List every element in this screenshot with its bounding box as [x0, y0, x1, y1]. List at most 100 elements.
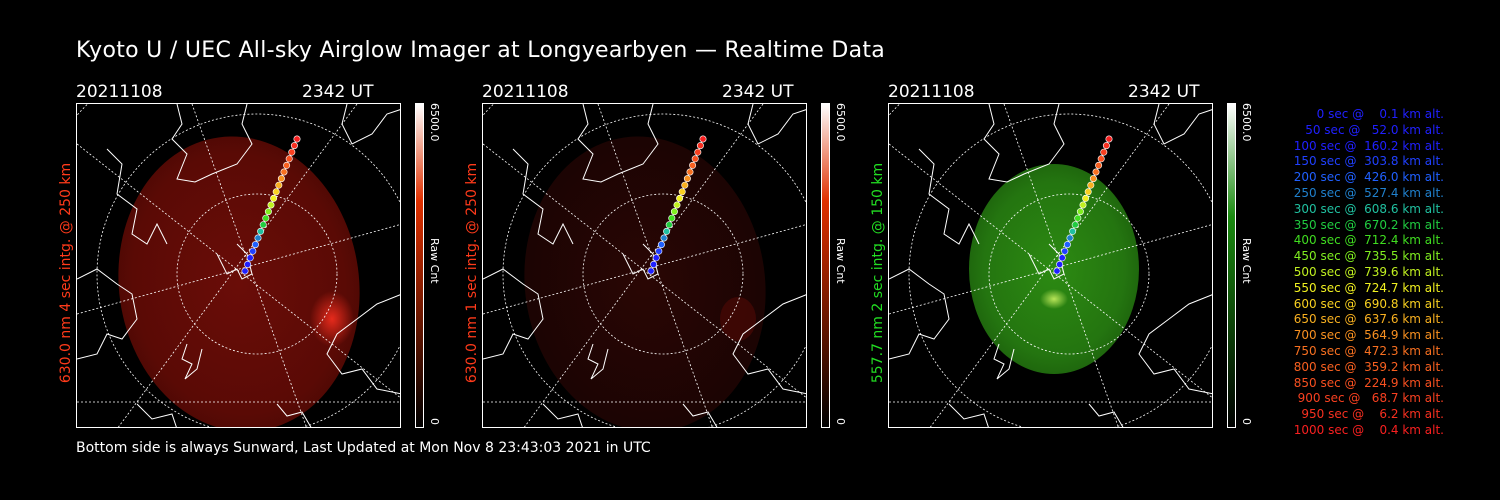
legend-row: 350 sec @ 670.2 km alt. — [1289, 217, 1444, 232]
trajectory-point — [1061, 247, 1069, 255]
legend-row: 950 sec @ 6.2 km alt. — [1297, 407, 1444, 422]
trajectory-point — [1089, 175, 1097, 183]
trajectory-point — [249, 247, 257, 255]
trajectory-point — [696, 142, 704, 150]
panel-3-image — [888, 103, 1213, 428]
legend-row: 600 sec @ 690.8 km alt. — [1289, 296, 1444, 311]
trajectory-point — [694, 148, 702, 156]
legend-row: 450 sec @ 735.5 km alt. — [1289, 249, 1444, 264]
panel-2-colorbar — [821, 103, 830, 428]
trajectory-point — [1063, 241, 1071, 249]
trajectory-point — [246, 254, 254, 262]
trajectory-point — [1066, 234, 1074, 242]
panel-3-colorbar — [1227, 103, 1236, 428]
panel-2-ylabel: 630.0 nm 1 sec intg. @ 250 km — [464, 162, 480, 384]
trajectory-point — [290, 142, 298, 150]
panel-3-cbar-unit: Raw Cnt — [1240, 238, 1253, 284]
panel-1-cbar-max: 6500.0 — [428, 103, 441, 142]
trajectory-point — [285, 155, 293, 163]
trajectory-point — [689, 161, 697, 169]
trajectory-point — [1076, 208, 1084, 216]
legend-row: 500 sec @ 739.6 km alt. — [1289, 264, 1444, 279]
panel-1-cbar-unit: Raw Cnt — [428, 238, 441, 284]
trajectory-point — [251, 241, 259, 249]
trajectory-point — [259, 221, 267, 229]
legend-row: 0 sec @ 0.1 km alt. — [1305, 107, 1444, 121]
panel-1-colorbar — [415, 103, 424, 428]
legend-row: 150 sec @ 303.8 km alt. — [1289, 154, 1444, 169]
trajectory-point — [270, 194, 278, 202]
trajectory-point — [1074, 214, 1082, 222]
panel-1-image — [76, 103, 401, 428]
trajectory-point — [264, 208, 272, 216]
legend-row: 400 sec @ 712.4 km alt. — [1289, 233, 1444, 248]
trajectory-point — [1053, 267, 1061, 275]
trajectory-point — [267, 201, 275, 209]
trajectory-point — [691, 155, 699, 163]
trajectory-point — [652, 254, 660, 262]
trajectory-point — [663, 227, 671, 235]
trajectory-point — [1069, 227, 1077, 235]
trajectory-point — [1058, 254, 1066, 262]
trajectory-point — [1082, 194, 1090, 202]
trajectory-point — [676, 194, 684, 202]
trajectory-point — [244, 260, 252, 268]
trajectory-point — [683, 175, 691, 183]
footer-note: Bottom side is always Sunward, Last Upda… — [76, 440, 651, 456]
trajectory-point — [1105, 135, 1113, 143]
panel-1-cbar-min: 0 — [428, 418, 441, 425]
trajectory-point — [1100, 148, 1108, 156]
panel-2-time: 2342 UT — [722, 82, 794, 102]
legend-row: 50 sec @ 52.0 km alt. — [1297, 122, 1444, 137]
legend-row: 100 sec @ 160.2 km alt. — [1289, 138, 1444, 153]
trajectory-point — [665, 221, 673, 229]
panel-2-cbar-max: 6500.0 — [834, 103, 847, 142]
panel-3-time: 2342 UT — [1128, 82, 1200, 102]
trajectory-point — [670, 208, 678, 216]
trajectory-point — [1102, 142, 1110, 150]
panel-1-date: 20211108 — [76, 82, 163, 102]
legend-row: 800 sec @ 359.2 km alt. — [1289, 359, 1444, 374]
trajectory-point — [647, 267, 655, 275]
trajectory-point — [681, 181, 689, 189]
panel-3-cbar-max: 6500.0 — [1240, 103, 1253, 142]
trajectory-point — [254, 234, 262, 242]
trajectory-legend: 0 sec @ 0.1 km alt. 50 sec @ 52.0 km alt… — [1262, 107, 1444, 439]
trajectory-point — [275, 181, 283, 189]
panel-3-cbar-min: 0 — [1240, 418, 1253, 425]
trajectory-point — [1092, 168, 1100, 176]
trajectory-point — [280, 168, 288, 176]
panel-3-ylabel: 557.7 nm 2 sec intg. @ 150 km — [870, 162, 886, 384]
panel-2-date: 20211108 — [482, 82, 569, 102]
panel-2-image — [482, 103, 807, 428]
panel-1-time: 2342 UT — [302, 82, 374, 102]
trajectory-point — [668, 214, 676, 222]
legend-row: 750 sec @ 472.3 km alt. — [1289, 343, 1444, 358]
legend-row: 250 sec @ 527.4 km alt. — [1289, 185, 1444, 200]
legend-row: 300 sec @ 608.6 km alt. — [1289, 201, 1444, 216]
trajectory-point — [1087, 181, 1095, 189]
trajectory-point — [262, 214, 270, 222]
trajectory-point — [1079, 201, 1087, 209]
legend-row: 200 sec @ 426.0 km alt. — [1289, 170, 1444, 185]
trajectory-point — [277, 175, 285, 183]
legend-row: 550 sec @ 724.7 km alt. — [1289, 280, 1444, 295]
trajectory-point — [272, 188, 280, 196]
trajectory-point — [1095, 161, 1103, 169]
trajectory-point — [283, 161, 291, 169]
trajectory-point — [650, 260, 658, 268]
trajectory-point — [293, 135, 301, 143]
legend-row: 1000 sec @ 0.4 km alt. — [1293, 422, 1444, 437]
page-title: Kyoto U / UEC All-sky Airglow Imager at … — [76, 38, 886, 63]
legend-row: 700 sec @ 564.9 km alt. — [1289, 328, 1444, 343]
trajectory-point — [1097, 155, 1105, 163]
trajectory-point — [660, 234, 668, 242]
legend-row: 900 sec @ 68.7 km alt. — [1293, 391, 1444, 406]
trajectory-point — [678, 188, 686, 196]
panel-2-cbar-unit: Raw Cnt — [834, 238, 847, 284]
panel-2-cbar-min: 0 — [834, 418, 847, 425]
trajectory-point — [673, 201, 681, 209]
trajectory-point — [257, 227, 265, 235]
panel-3-date: 20211108 — [888, 82, 975, 102]
trajectory-point — [241, 267, 249, 275]
